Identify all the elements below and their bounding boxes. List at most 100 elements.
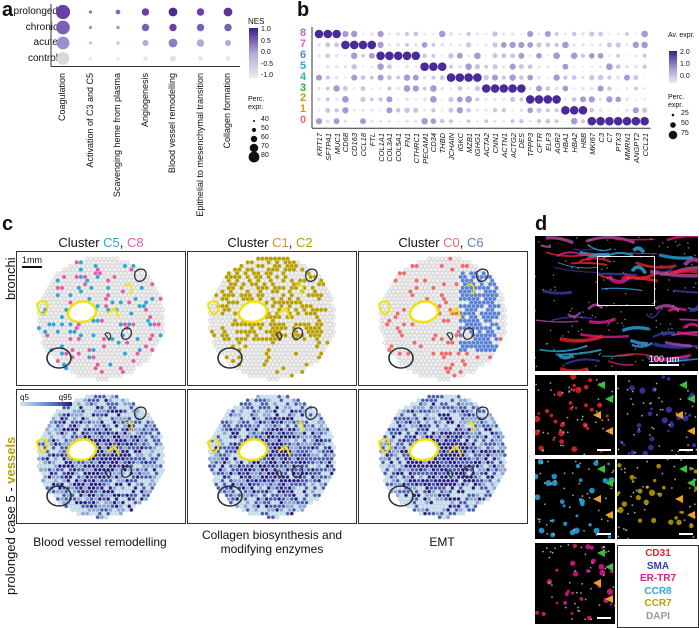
panel-b-dot [459,120,461,122]
panel-b-dot [342,107,348,113]
panel-b-dot [589,31,594,36]
panel-b-dot [335,76,339,80]
panel-b-dot [370,109,373,112]
panel-b-gene-label: ACTN1 [501,133,509,158]
panel-b-dot [502,65,505,68]
panel-b-gene-label: COL5A1 [395,133,403,162]
panel-b-perc-tick: 75 [681,130,689,137]
panel-b-gene-label: JCHAIN [448,133,456,160]
panel-b-dot [591,44,593,46]
panel-b-dot [388,120,391,123]
panel-b-dot [606,63,613,70]
panel-b-gene-label: CFTR [536,133,544,153]
panel-b-dot [552,95,561,104]
panel-b-dot [341,41,350,50]
panel-b-perc-tick: 50 [681,120,689,127]
panel-b-dotplot [0,0,699,200]
fluorescence-tile [617,375,697,455]
panel-b-dot [432,54,436,58]
panel-b-dot [606,96,612,102]
panel-b-dot [325,108,330,113]
panel-b-dot [415,66,417,68]
panel-b-dot [519,119,523,123]
panel-b-dot [386,96,392,102]
panel-b-dot [432,43,436,47]
panel-b-dot [351,75,357,81]
zoom-inset-box [597,256,655,306]
panel-b-dot [641,42,648,49]
panel-b-dot [509,42,515,48]
panel-b-dot [342,96,349,103]
panel-b-dot [332,30,341,39]
panel-b-dot [370,98,374,102]
panel-b-dot [572,32,576,36]
panel-b-dot [609,109,611,111]
panel-b-dot [625,65,629,69]
panel-b-dot [317,43,320,46]
panel-b-dot [634,54,637,57]
panel-b-dot [423,76,427,80]
panel-b-dot [317,98,320,101]
panel-b-dot [562,64,568,70]
panel-b-dot [633,42,639,48]
panel-b-dot [413,75,419,81]
panel-b-gene-label: FTL [369,133,377,146]
panel-b-dot [342,31,348,37]
panel-b-dot [607,42,612,47]
panel-b-dot [458,65,461,68]
panel-b-dot [430,85,437,92]
panel-b-dot [370,32,374,36]
panel-b-dot [353,87,355,89]
panel-b-dot [616,64,620,68]
panel-b-dot [643,98,645,100]
panel-b-dot [343,86,348,91]
panel-b-dot [414,120,417,123]
panel-b-dot [397,98,399,100]
panel-b-dot [344,77,346,79]
panel-b-dot [344,65,347,68]
panel-b-dot [475,86,480,91]
panel-b-dot [590,108,595,113]
panel-b-dot [333,85,339,91]
panel-b-dot [457,107,463,113]
panel-b-dot [422,42,428,48]
panel-b-dot [536,42,541,47]
panel-b-gene-label: ACTA2 [483,133,491,157]
panel-b-dot [573,66,575,68]
panel-b-dot [502,32,505,35]
tissue-map-cluster-c1-c2 [187,251,357,386]
panel-b-dot [315,30,324,39]
panel-b-dot [547,55,549,57]
panel-b-dot [605,117,614,126]
panel-b-dot [529,87,532,90]
panel-b-dot [379,120,382,123]
panel-b-dot [527,31,533,37]
panel-b-dot [431,108,435,112]
panel-b-dot [422,54,426,58]
panel-b-dot [405,32,409,36]
panel-b-dot [538,65,541,68]
legend-channel: SMA [618,561,698,574]
panel-b-dot [500,84,509,93]
panel-b-dot [397,120,399,122]
scale-bar-1mm-label: 1mm [22,255,42,265]
panel-b-dot [527,75,533,81]
panel-b-dot [492,64,497,69]
panel-b-dot [501,53,506,58]
panel-b-dot [423,86,427,90]
panel-b-dot [626,55,628,57]
panel-b-gene-label: HBB [580,133,588,148]
panel-b-dot [360,118,366,124]
legend-channel: CCR7 [618,598,698,611]
panel-b-dot [598,86,604,92]
panel-b-dot [591,66,593,68]
panel-b-dot [387,64,392,69]
panel-b-dot [467,54,470,57]
panel-b-dot [570,106,579,115]
panel-b-dot [459,33,462,36]
panel-b-dot [519,64,524,69]
panel-b-dot [449,32,453,36]
panel-b-dot [580,96,586,102]
panel-b-dot [335,98,338,101]
panel-b-dot [589,53,595,59]
